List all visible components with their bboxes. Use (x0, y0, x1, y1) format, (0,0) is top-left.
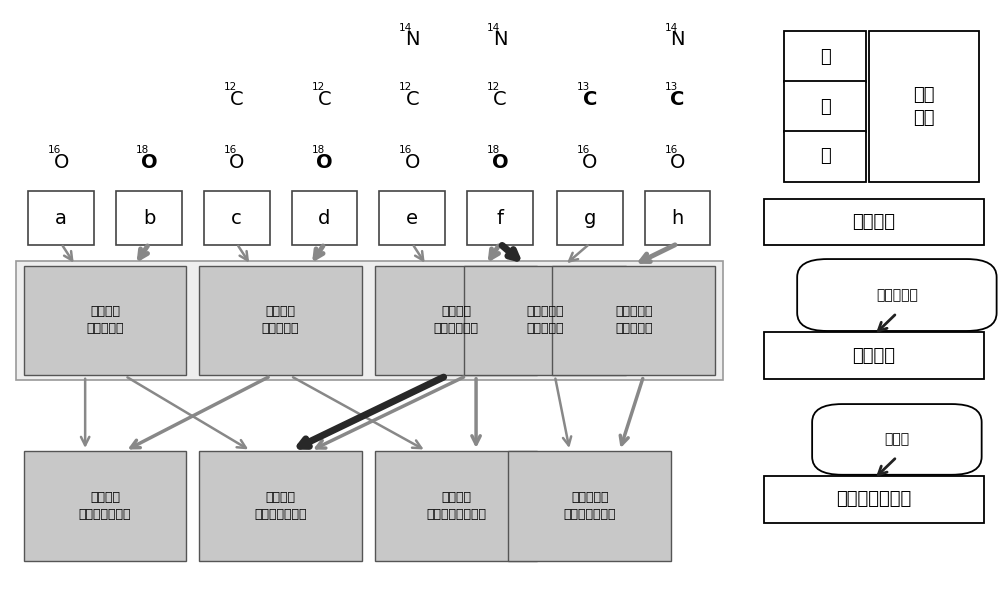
FancyBboxPatch shape (28, 191, 94, 246)
Text: C: C (405, 90, 419, 109)
FancyBboxPatch shape (375, 452, 537, 561)
Text: O: O (492, 153, 508, 172)
Text: N: N (670, 30, 685, 49)
Text: h: h (671, 209, 684, 228)
Text: 12: 12 (312, 82, 325, 93)
FancyBboxPatch shape (784, 131, 866, 182)
Text: 水: 水 (820, 147, 830, 166)
Text: O: O (670, 153, 685, 172)
FancyBboxPatch shape (16, 261, 723, 380)
Text: O: O (229, 153, 244, 172)
Text: 生长速率
（不添加）: 生长速率 （不添加） (86, 305, 124, 335)
FancyBboxPatch shape (204, 191, 270, 246)
Text: C: C (318, 90, 331, 109)
FancyBboxPatch shape (552, 265, 715, 375)
Text: 氮: 氮 (820, 48, 830, 66)
Text: 16: 16 (665, 146, 678, 155)
Text: 18: 18 (487, 146, 500, 155)
FancyBboxPatch shape (464, 265, 626, 375)
Text: 物种环境响应力: 物种环境响应力 (836, 491, 912, 508)
Text: 生长速率
（响应碳添加）: 生长速率 （响应碳添加） (79, 491, 131, 521)
FancyBboxPatch shape (764, 332, 984, 379)
Text: O: O (141, 153, 157, 172)
Text: 12: 12 (399, 82, 413, 93)
FancyBboxPatch shape (508, 452, 671, 561)
Text: 13: 13 (577, 82, 590, 93)
Text: 环境
变化: 环境 变化 (913, 87, 935, 126)
Text: O: O (405, 153, 420, 172)
Text: 16: 16 (399, 146, 413, 155)
Text: 14: 14 (399, 22, 413, 33)
Text: 碳同化速率
（添加氮）: 碳同化速率 （添加氮） (615, 305, 652, 335)
FancyBboxPatch shape (557, 191, 623, 246)
Text: 13: 13 (665, 82, 678, 93)
Text: C: C (583, 90, 597, 109)
FancyBboxPatch shape (869, 31, 979, 182)
Text: N: N (405, 30, 419, 49)
Text: O: O (582, 153, 597, 172)
FancyBboxPatch shape (764, 476, 984, 523)
Text: 12: 12 (487, 82, 500, 93)
FancyBboxPatch shape (379, 191, 445, 246)
Text: 生长速率
（添加碳氮）: 生长速率 （添加碳氮） (434, 305, 479, 335)
Text: 16: 16 (48, 146, 62, 155)
FancyBboxPatch shape (784, 31, 866, 82)
Text: 14: 14 (487, 22, 500, 33)
Text: 原子百分超: 原子百分超 (876, 288, 918, 302)
Text: 生长速率
（响应氮添加）: 生长速率 （响应氮添加） (254, 491, 307, 521)
Text: 生长速率
（添加碳）: 生长速率 （添加碳） (262, 305, 299, 335)
Text: c: c (231, 209, 242, 228)
Text: O: O (316, 153, 333, 172)
Text: 生长速率
（响应碳氮添加）: 生长速率 （响应碳氮添加） (426, 491, 486, 521)
Text: 碳同化速率
（不添加）: 碳同化速率 （不添加） (526, 305, 564, 335)
Text: b: b (143, 209, 155, 228)
Text: 12: 12 (224, 82, 237, 93)
Text: C: C (230, 90, 244, 109)
FancyBboxPatch shape (292, 191, 357, 246)
Text: d: d (318, 209, 331, 228)
FancyBboxPatch shape (199, 265, 362, 375)
FancyBboxPatch shape (199, 452, 362, 561)
FancyBboxPatch shape (467, 191, 533, 246)
Text: g: g (584, 209, 596, 228)
Text: C: C (670, 90, 685, 109)
FancyBboxPatch shape (116, 191, 182, 246)
Text: 处理类型: 处理类型 (852, 213, 895, 231)
Text: 16: 16 (577, 146, 590, 155)
Text: 物种性能: 物种性能 (852, 347, 895, 365)
Text: 14: 14 (665, 22, 678, 33)
Text: f: f (496, 209, 504, 228)
Text: 16: 16 (224, 146, 237, 155)
Text: 18: 18 (312, 146, 325, 155)
Text: 效应値: 效应値 (884, 432, 909, 447)
FancyBboxPatch shape (764, 199, 984, 245)
Text: e: e (406, 209, 418, 228)
FancyBboxPatch shape (784, 81, 866, 132)
Text: C: C (493, 90, 507, 109)
Text: a: a (55, 209, 67, 228)
FancyBboxPatch shape (24, 265, 186, 375)
FancyBboxPatch shape (812, 404, 982, 475)
FancyBboxPatch shape (645, 191, 710, 246)
FancyBboxPatch shape (797, 259, 997, 331)
FancyBboxPatch shape (375, 265, 537, 375)
FancyBboxPatch shape (24, 452, 186, 561)
Text: N: N (493, 30, 507, 49)
Text: O: O (54, 153, 69, 172)
Text: 碳同化速率
（响应氮添加）: 碳同化速率 （响应氮添加） (564, 491, 616, 521)
Text: 碳: 碳 (820, 98, 830, 116)
Text: 18: 18 (136, 146, 149, 155)
